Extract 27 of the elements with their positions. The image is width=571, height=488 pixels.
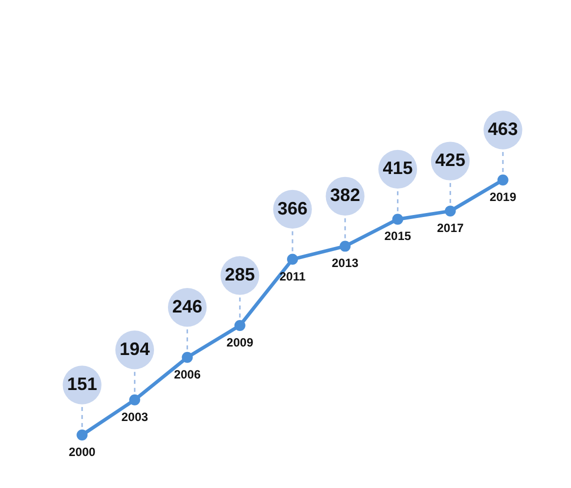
data-label: 425 <box>435 150 466 170</box>
data-label: 246 <box>172 296 202 316</box>
x-tick-label: 2015 <box>384 229 412 244</box>
x-tick-label: 2011 <box>279 269 306 284</box>
point <box>444 206 456 217</box>
x-tick-label: 2013 <box>332 256 359 270</box>
point <box>76 430 88 440</box>
point <box>234 320 246 331</box>
x-tick-label: 2009 <box>226 335 254 350</box>
point <box>497 174 508 186</box>
x-tick-label: 2003 <box>121 410 148 424</box>
data-label: 285 <box>224 264 255 284</box>
data-label: 382 <box>330 185 360 206</box>
point <box>129 394 140 406</box>
data-label: 194 <box>120 338 150 359</box>
point <box>182 352 193 363</box>
x-tick-label: 2017 <box>436 221 464 236</box>
x-tick-label: 2019 <box>490 190 517 204</box>
data-label: 151 <box>67 374 98 394</box>
x-tick-label: 2000 <box>68 445 96 459</box>
point <box>287 254 298 265</box>
data-label: 415 <box>382 158 413 178</box>
point <box>392 214 404 225</box>
x-tick-label: 2006 <box>174 367 201 382</box>
point <box>340 240 351 252</box>
data-label: 366 <box>277 198 308 218</box>
data-label: 463 <box>488 119 518 139</box>
